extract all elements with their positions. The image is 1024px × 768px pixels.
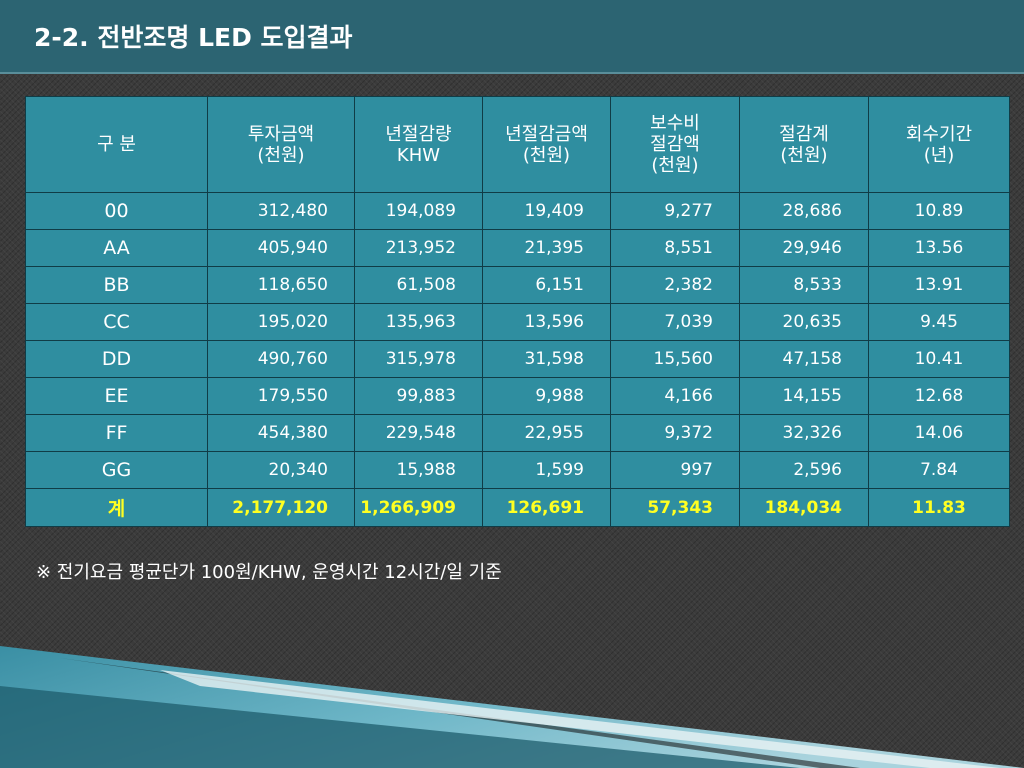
cell-payback: 10.41 — [868, 340, 1010, 378]
cell-annual-amount: 21,395 — [482, 229, 611, 267]
cell-annual-kwh: 15,988 — [354, 451, 483, 489]
header-category: 구 분 — [25, 96, 208, 193]
cell-total-savings: 28,686 — [739, 192, 869, 230]
cell-payback: 9.45 — [868, 303, 1010, 341]
cell-category: AA — [25, 229, 208, 267]
cell-investment: 118,650 — [207, 266, 355, 304]
table-row: FF 454,380 229,548 22,955 9,372 32,326 14.06 — [25, 414, 1010, 452]
footnote: ※ 전기요금 평균단가 100원/KHW, 운영시간 12시간/일 기준 — [36, 562, 502, 583]
cell-annual-amount: 13,596 — [482, 303, 611, 341]
cell-annual-kwh: 315,978 — [354, 340, 483, 378]
cell-investment: 312,480 — [207, 192, 355, 230]
cell-payback: 13.56 — [868, 229, 1010, 267]
cell-total-savings: 32,326 — [739, 414, 869, 452]
cell-annual-amount: 22,955 — [482, 414, 611, 452]
cell-category: EE — [25, 377, 208, 415]
cell-annual-amount: 126,691 — [482, 488, 611, 527]
cell-annual-kwh: 194,089 — [354, 192, 483, 230]
cell-investment: 454,380 — [207, 414, 355, 452]
cell-maintenance: 9,277 — [610, 192, 740, 230]
results-table: 구 분 투자금액 (천원) 년절감량 KHW 년절감금액 (천원) 보수비 절감액 (천원… — [25, 96, 1010, 527]
results-table-container: 구 분 투자금액 (천원) 년절감량 KHW 년절감금액 (천원) 보수비 절감액 (천원… — [25, 96, 1010, 527]
header-maintenance-savings: 보수비 절감액 (천원) — [610, 96, 740, 193]
table-total-row: 계 2,177,120 1,266,909 126,691 57,343 184,034 1… — [25, 488, 1010, 527]
cell-annual-kwh: 61,508 — [354, 266, 483, 304]
cell-maintenance: 57,343 — [610, 488, 740, 527]
cell-payback: 7.84 — [868, 451, 1010, 489]
cell-investment: 179,550 — [207, 377, 355, 415]
cell-maintenance: 7,039 — [610, 303, 740, 341]
cell-annual-amount: 19,409 — [482, 192, 611, 230]
cell-investment: 490,760 — [207, 340, 355, 378]
cell-total-savings: 184,034 — [739, 488, 869, 527]
header-annual-savings-kwh: 년절감량 KHW — [354, 96, 483, 193]
title-bar: 2-2. 전반조명 LED 도입결과 — [0, 0, 1024, 74]
table-row: EE 179,550 99,883 9,988 4,166 14,155 12.68 — [25, 377, 1010, 415]
header-payback-period: 회수기간 (년) — [868, 96, 1010, 193]
cell-total-savings: 29,946 — [739, 229, 869, 267]
cell-maintenance: 2,382 — [610, 266, 740, 304]
cell-category: BB — [25, 266, 208, 304]
slide-title: 2-2. 전반조명 LED 도입결과 — [34, 23, 353, 52]
cell-payback: 12.68 — [868, 377, 1010, 415]
cell-maintenance: 8,551 — [610, 229, 740, 267]
cell-total-savings: 20,635 — [739, 303, 869, 341]
cell-total-savings: 8,533 — [739, 266, 869, 304]
table-row: BB 118,650 61,508 6,151 2,382 8,533 13.91 — [25, 266, 1010, 304]
cell-investment: 20,340 — [207, 451, 355, 489]
cell-total-savings: 2,596 — [739, 451, 869, 489]
header-total-savings: 절감계 (천원) — [739, 96, 869, 193]
cell-total-savings: 47,158 — [739, 340, 869, 378]
cell-annual-amount: 9,988 — [482, 377, 611, 415]
table-header-row: 구 분 투자금액 (천원) 년절감량 KHW 년절감금액 (천원) 보수비 절감액 (천원… — [25, 96, 1010, 193]
cell-category: CC — [25, 303, 208, 341]
cell-category: 00 — [25, 192, 208, 230]
cell-payback: 10.89 — [868, 192, 1010, 230]
cell-payback: 13.91 — [868, 266, 1010, 304]
decorative-ribbon — [0, 646, 1024, 768]
cell-category: FF — [25, 414, 208, 452]
cell-annual-kwh: 99,883 — [354, 377, 483, 415]
cell-investment: 405,940 — [207, 229, 355, 267]
cell-investment: 2,177,120 — [207, 488, 355, 527]
cell-investment: 195,020 — [207, 303, 355, 341]
cell-annual-kwh: 1,266,909 — [354, 488, 483, 527]
cell-payback: 14.06 — [868, 414, 1010, 452]
cell-maintenance: 9,372 — [610, 414, 740, 452]
cell-maintenance: 4,166 — [610, 377, 740, 415]
table-row: DD 490,760 315,978 31,598 15,560 47,158 10.41 — [25, 340, 1010, 378]
table-row: CC 195,020 135,963 13,596 7,039 20,635 9.45 — [25, 303, 1010, 341]
cell-annual-kwh: 213,952 — [354, 229, 483, 267]
cell-annual-amount: 6,151 — [482, 266, 611, 304]
table-row: AA 405,940 213,952 21,395 8,551 29,946 13.56 — [25, 229, 1010, 267]
table-row: 00 312,480 194,089 19,409 9,277 28,686 10.89 — [25, 192, 1010, 230]
cell-total-savings: 14,155 — [739, 377, 869, 415]
cell-annual-amount: 31,598 — [482, 340, 611, 378]
cell-maintenance: 15,560 — [610, 340, 740, 378]
table-row: GG 20,340 15,988 1,599 997 2,596 7.84 — [25, 451, 1010, 489]
header-annual-savings-amount: 년절감금액 (천원) — [482, 96, 611, 193]
cell-category: GG — [25, 451, 208, 489]
cell-maintenance: 997 — [610, 451, 740, 489]
header-investment: 투자금액 (천원) — [207, 96, 355, 193]
cell-annual-kwh: 229,548 — [354, 414, 483, 452]
cell-annual-kwh: 135,963 — [354, 303, 483, 341]
cell-annual-amount: 1,599 — [482, 451, 611, 489]
cell-payback: 11.83 — [868, 488, 1010, 527]
cell-category: 계 — [25, 488, 208, 527]
cell-category: DD — [25, 340, 208, 378]
